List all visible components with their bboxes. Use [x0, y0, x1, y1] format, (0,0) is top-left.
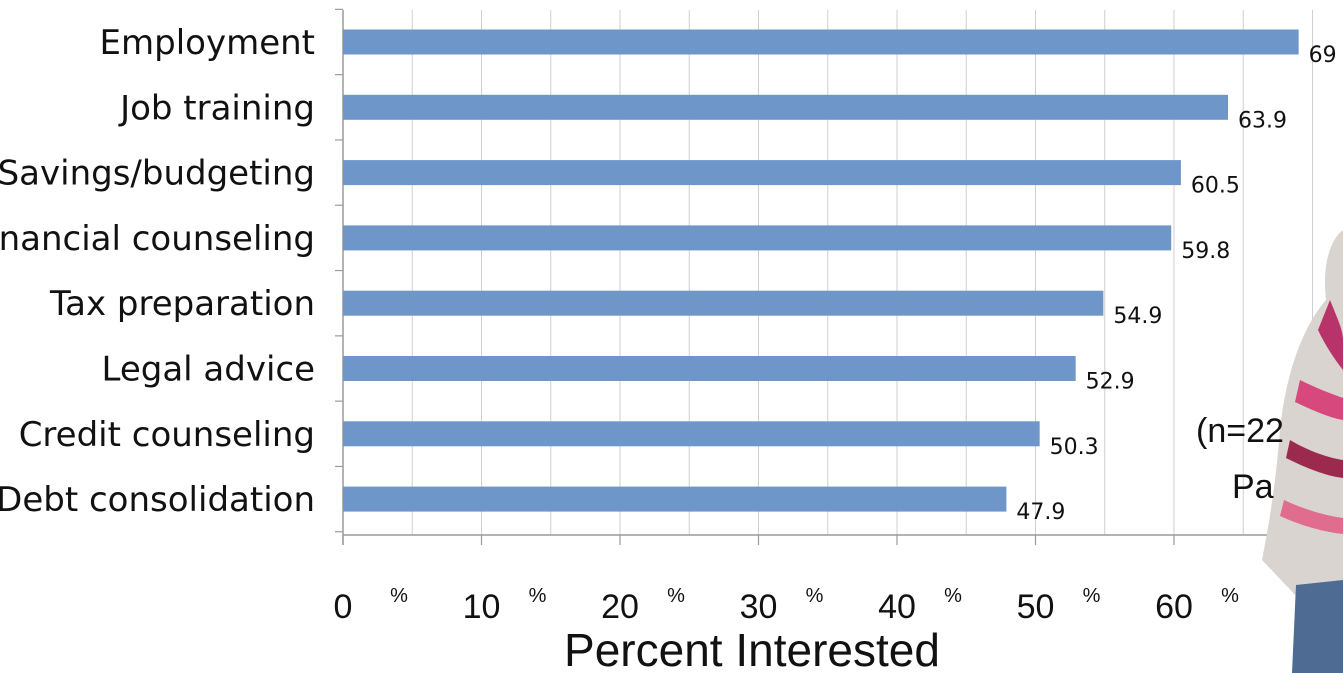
x-tick-percent: % [667, 585, 685, 607]
data-label: 59.8 [1181, 239, 1230, 264]
x-tick-label: 0 [334, 588, 353, 626]
x-tick-label: 30 [740, 588, 778, 626]
overlay-text: (n=22 Pa [1196, 412, 1284, 506]
category-label: Legal advice [101, 350, 315, 390]
person-photo-image [1262, 230, 1343, 673]
category-label: Financial counseling [0, 219, 315, 259]
data-label: 47.9 [1016, 500, 1065, 525]
category-label: Debt consolidation [0, 480, 315, 520]
data-label: 52.9 [1086, 370, 1135, 395]
bar [343, 486, 1007, 512]
data-label: 50.3 [1050, 435, 1099, 460]
bar [343, 160, 1181, 186]
category-label: Employment [100, 23, 315, 63]
bar [343, 356, 1076, 381]
bar [343, 290, 1104, 316]
x-tick-label: 40 [878, 588, 916, 626]
x-tick-label: 20 [601, 588, 639, 626]
x-tick-percent: % [1083, 585, 1101, 607]
x-tick-label: 10 [463, 588, 501, 626]
sample-size-text: (n=22 [1196, 412, 1284, 450]
x-tick-percent: % [944, 585, 962, 607]
bar [343, 29, 1299, 55]
bar [343, 225, 1172, 251]
x-tick-label: 50 [1017, 588, 1055, 626]
x-tick-label: 60 [1155, 588, 1193, 626]
x-tick-percent: % [806, 585, 824, 607]
data-label: 54.9 [1113, 304, 1162, 329]
x-tick-percent: % [390, 585, 408, 607]
labels: Employment 69 Job training 63.9 Savings/budg… [0, 23, 1337, 673]
category-label: Credit counseling [19, 415, 315, 455]
bars [343, 29, 1299, 512]
category-label: Savings/budgeting [0, 154, 315, 194]
data-label: 63.9 [1238, 108, 1287, 133]
partial-caption-text: Pa [1232, 468, 1274, 506]
data-label: 60.5 [1191, 174, 1240, 199]
data-label: 69 [1309, 43, 1337, 68]
x-axis-title: Percent Interested [564, 624, 940, 673]
x-tick-percent: % [529, 585, 547, 607]
bar [343, 421, 1040, 447]
bar [343, 94, 1229, 120]
category-label: Job training [118, 88, 315, 128]
x-tick-percent: % [1221, 585, 1239, 607]
category-label: Tax preparation [49, 284, 315, 324]
grid-lines [411, 10, 1313, 535]
